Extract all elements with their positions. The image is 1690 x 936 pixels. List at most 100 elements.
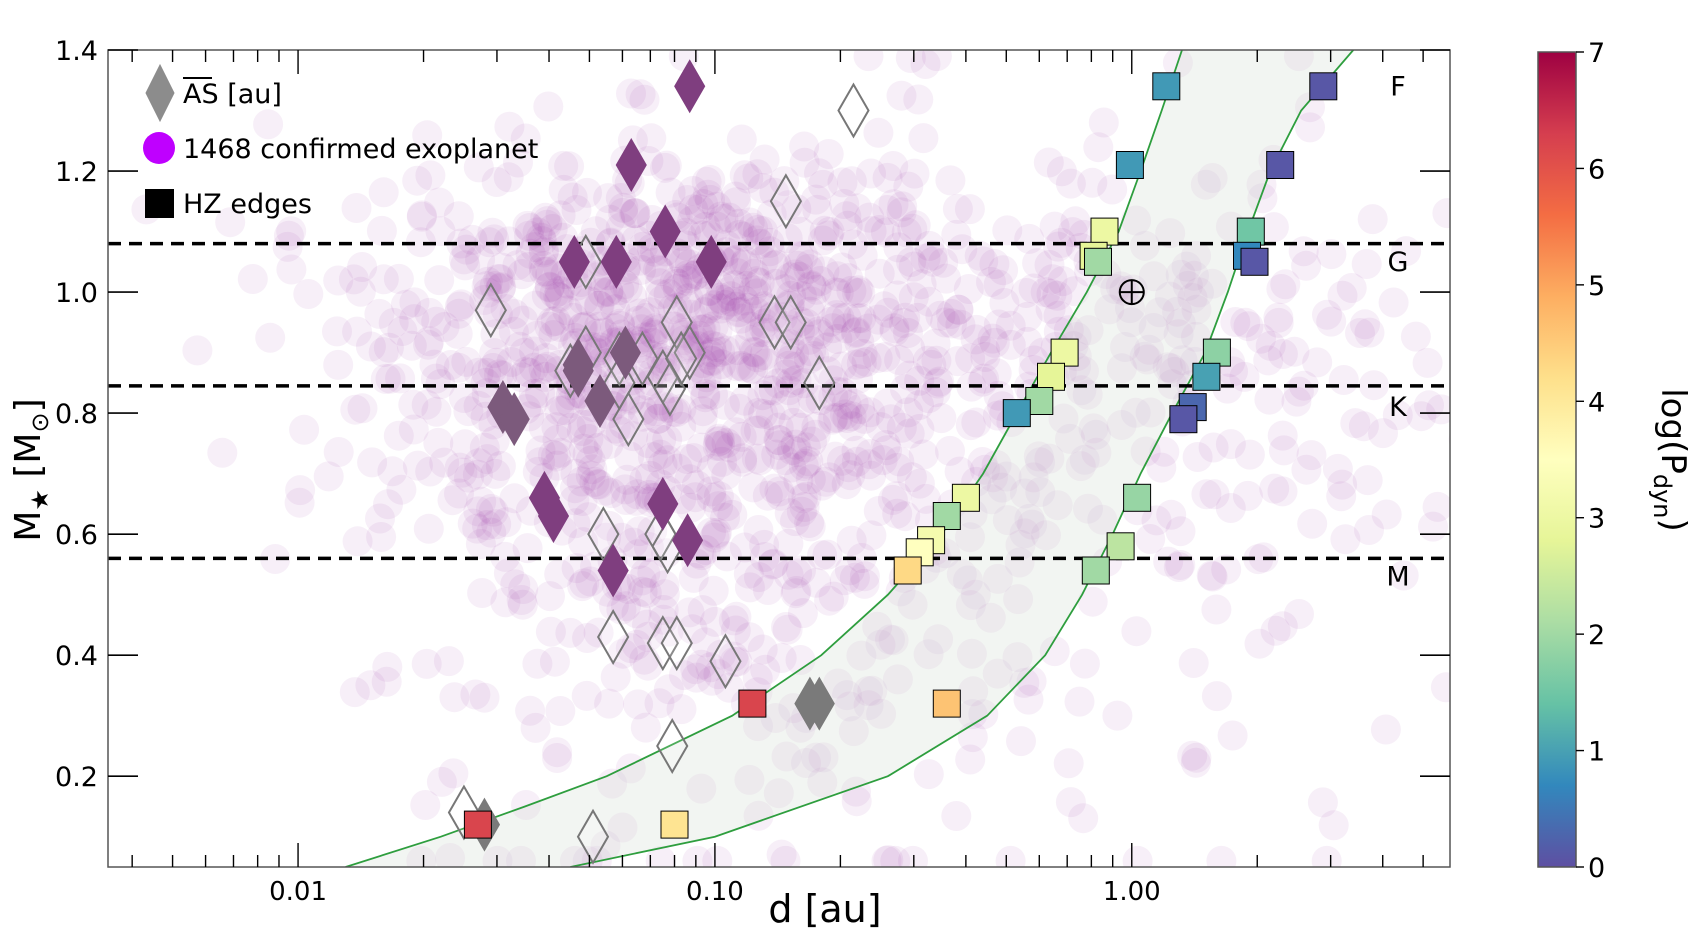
exoplanet-point — [608, 192, 639, 223]
exoplanet-point — [702, 315, 733, 346]
exoplanet-point — [406, 845, 437, 867]
exoplanet-point — [741, 225, 772, 256]
exoplanet-point — [534, 271, 565, 302]
exoplanet-point — [898, 282, 929, 313]
exoplanet-point — [705, 425, 736, 456]
exoplanet-point — [1296, 440, 1327, 471]
exoplanet-point — [714, 202, 745, 233]
exoplanet-point — [943, 294, 974, 325]
exoplanet-point — [608, 197, 639, 228]
exoplanet-point — [672, 444, 703, 474]
exoplanet-point — [483, 264, 514, 294]
as-open-diamond — [612, 391, 645, 448]
exoplanet-point — [1034, 250, 1065, 280]
exoplanet-point — [1279, 336, 1310, 367]
exoplanet-point — [566, 312, 597, 343]
exoplanet-point — [744, 317, 775, 348]
exoplanet-point — [781, 351, 812, 382]
exoplanet-point — [749, 529, 780, 560]
exoplanet-point — [681, 662, 712, 693]
exoplanet-point — [722, 335, 753, 365]
exoplanet-point — [918, 246, 948, 277]
as-filled-diamond — [649, 204, 681, 259]
exoplanet-point — [645, 256, 675, 286]
exoplanet-point — [479, 224, 510, 255]
legend-diamond-icon — [145, 63, 175, 123]
exoplanet-point — [1034, 443, 1065, 474]
exoplanet-point — [900, 210, 931, 241]
exoplanet-point — [841, 446, 872, 477]
exoplanet-point — [537, 214, 568, 244]
exoplanet-point — [548, 150, 579, 181]
hz-edge-square — [932, 502, 961, 530]
exoplanet-point — [955, 522, 985, 553]
spectral-class-label: M — [1386, 562, 1409, 593]
exoplanet-point — [493, 162, 524, 193]
exoplanet-point — [702, 845, 733, 867]
exoplanet-point — [544, 311, 575, 342]
exoplanet-point — [610, 381, 641, 412]
exoplanet-point — [433, 646, 464, 677]
exoplanet-point — [784, 241, 815, 272]
exoplanet-point — [904, 390, 934, 421]
exoplanet-point — [1430, 672, 1450, 703]
exoplanet-point — [782, 436, 813, 467]
exoplanet-point — [749, 291, 780, 322]
exoplanet-point — [967, 447, 998, 477]
exoplanet-point — [873, 297, 903, 328]
exoplanet-point — [779, 338, 810, 369]
exoplanet-point — [621, 485, 652, 516]
exoplanet-point — [485, 451, 516, 481]
exoplanet-point — [507, 589, 538, 620]
exoplanet-point — [480, 319, 511, 350]
exoplanet-point — [836, 401, 867, 432]
exoplanet-point — [698, 311, 729, 342]
exoplanet-point — [841, 435, 872, 466]
exoplanet-point — [411, 648, 442, 679]
exoplanet-point — [895, 333, 926, 364]
hz-outer-curve — [570, 50, 1354, 867]
exoplanet-point — [604, 275, 635, 306]
exoplanet-point — [636, 366, 667, 397]
exoplanet-point — [1153, 546, 1184, 577]
exoplanet-point — [545, 696, 576, 726]
exoplanet-point — [1073, 315, 1104, 346]
exoplanet-point — [579, 466, 610, 497]
exoplanet-point — [847, 240, 878, 271]
exoplanet-point — [1159, 356, 1190, 387]
exoplanet-point — [443, 201, 474, 232]
exoplanet-point — [237, 264, 268, 294]
exoplanet-point — [647, 449, 678, 480]
exoplanet-point — [1081, 437, 1112, 468]
exoplanet-point — [499, 299, 530, 329]
hz-fill — [345, 50, 1354, 867]
exoplanet-point — [696, 454, 727, 484]
exoplanet-point — [1122, 845, 1153, 867]
as-open-diamond — [673, 324, 706, 381]
exoplanet-point — [629, 644, 660, 675]
exoplanet-point — [643, 254, 674, 285]
exoplanet-point — [629, 84, 660, 115]
exoplanet-point — [797, 426, 827, 457]
exoplanet-point — [806, 470, 837, 501]
exoplanet-point — [702, 358, 733, 389]
exoplanet-point — [1088, 107, 1119, 138]
exoplanet-point — [511, 356, 542, 387]
exoplanet-point — [766, 839, 797, 867]
exoplanet-point — [718, 605, 749, 636]
plot-frame — [107, 49, 1451, 868]
as-open-diamond — [709, 633, 742, 690]
exoplanet-point — [1400, 321, 1431, 352]
exoplanet-point — [743, 515, 774, 545]
exoplanet-point — [285, 475, 316, 506]
exoplanet-point — [738, 212, 768, 243]
hz-edge-square — [1202, 338, 1231, 367]
exoplanet-point — [796, 270, 827, 301]
exoplanet-point — [729, 249, 760, 280]
exoplanet-point — [607, 812, 638, 843]
exoplanet-point — [910, 50, 941, 79]
exoplanet-point — [833, 452, 864, 483]
exoplanet-point — [695, 184, 725, 215]
exoplanet-point — [1326, 481, 1357, 512]
exoplanet-point — [796, 286, 827, 317]
